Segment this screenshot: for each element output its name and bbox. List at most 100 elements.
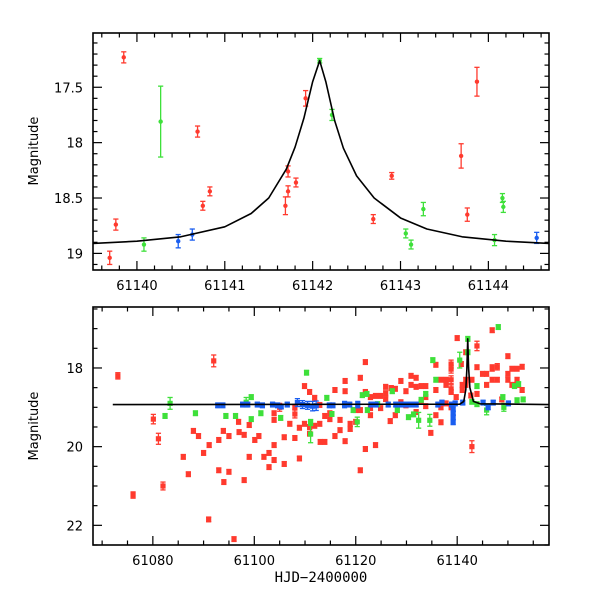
data-point-red [285, 185, 291, 198]
marker [474, 364, 480, 370]
data-point-red [337, 416, 343, 423]
marker [241, 477, 247, 483]
marker [357, 407, 363, 413]
marker [377, 405, 384, 411]
marker [357, 467, 363, 473]
marker [408, 373, 414, 379]
data-point-red [448, 364, 454, 374]
marker [474, 383, 480, 389]
marker [443, 377, 449, 383]
data-point-red [458, 143, 464, 169]
marker [423, 403, 429, 409]
marker [480, 399, 486, 406]
data-point-green [500, 200, 506, 214]
marker [248, 394, 254, 400]
marker [252, 437, 258, 443]
marker [162, 413, 168, 419]
marker [469, 399, 475, 405]
marker [364, 391, 370, 397]
marker [221, 479, 227, 485]
data-point-red [281, 460, 287, 467]
marker [141, 242, 147, 247]
marker [485, 404, 491, 410]
data-point-red [494, 362, 500, 371]
marker [468, 392, 474, 399]
marker [310, 403, 316, 409]
marker [115, 373, 121, 379]
data-point-red [155, 432, 162, 445]
data-point-red [469, 440, 475, 454]
y-tick-label: 18 [66, 137, 83, 152]
x-tick-label: 61140 [116, 279, 157, 294]
marker [458, 153, 464, 159]
data-point-green [405, 414, 412, 421]
marker [500, 394, 506, 400]
data-point-red [150, 413, 156, 425]
marker [294, 399, 301, 406]
marker [514, 397, 520, 403]
data-point-red [282, 196, 289, 216]
data-point-red [474, 340, 480, 352]
marker [121, 55, 126, 60]
y-tick-label: 17.5 [54, 81, 83, 96]
data-point-red [296, 424, 303, 431]
marker [292, 435, 298, 441]
data-point-red [383, 396, 389, 403]
data-point-green [308, 424, 314, 444]
data-point-green [354, 416, 360, 428]
data-point-red [266, 449, 272, 456]
marker [285, 189, 291, 194]
data-point-red [200, 449, 207, 456]
marker [107, 255, 112, 261]
marker [448, 389, 454, 395]
data-point-red [438, 376, 444, 383]
data-point-red [226, 433, 232, 440]
marker [259, 402, 266, 408]
data-point-red [519, 386, 525, 394]
marker [248, 416, 254, 422]
marker [271, 410, 277, 416]
marker [484, 382, 490, 388]
data-point-red [519, 363, 525, 370]
marker [427, 417, 433, 423]
data-point-red [180, 453, 186, 460]
marker [362, 359, 368, 365]
marker [281, 434, 287, 440]
marker [450, 410, 456, 416]
marker [454, 335, 460, 341]
marker [337, 417, 343, 423]
marker [439, 399, 445, 406]
x-tick-label: 61142 [292, 279, 333, 294]
marker [283, 203, 288, 208]
data-point-green [418, 396, 424, 403]
marker [474, 343, 480, 349]
data-point-red [292, 409, 298, 419]
x-tick-label: 61140 [437, 554, 478, 569]
model-curve [93, 59, 549, 245]
data-point-red [347, 425, 353, 432]
marker [423, 391, 429, 397]
marker [306, 389, 313, 395]
data-point-red [195, 433, 202, 440]
data-point-red [231, 536, 237, 543]
marker [211, 358, 217, 364]
marker [231, 536, 237, 542]
data-point-red [443, 381, 449, 388]
marker [220, 428, 226, 434]
data-point-red [474, 364, 480, 371]
marker [271, 417, 277, 423]
marker [185, 471, 191, 477]
data-point-green [514, 397, 520, 404]
marker [459, 382, 465, 388]
marker [494, 364, 500, 370]
marker [474, 391, 480, 397]
marker [519, 364, 525, 370]
data-point-red [332, 433, 338, 440]
data-point-red [357, 467, 363, 474]
marker [206, 442, 212, 448]
data-point-red [418, 383, 424, 390]
marker [207, 189, 213, 194]
bottom-panel: 61080 61100 61120 61140 18 20 22 Magnitude HJD… [27, 306, 550, 586]
marker [236, 429, 242, 435]
